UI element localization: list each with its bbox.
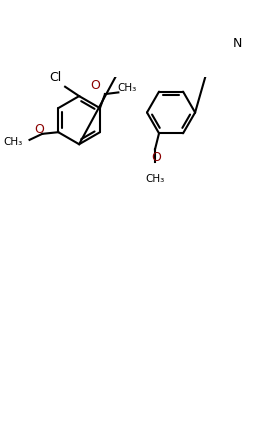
Text: O: O	[91, 79, 100, 92]
Text: O: O	[151, 151, 161, 164]
Text: CH₃: CH₃	[4, 136, 23, 146]
Text: Cl: Cl	[49, 71, 61, 83]
Text: CH₃: CH₃	[146, 174, 165, 184]
Text: CH₃: CH₃	[118, 83, 137, 92]
Text: N: N	[233, 37, 242, 50]
Text: O: O	[35, 122, 44, 135]
